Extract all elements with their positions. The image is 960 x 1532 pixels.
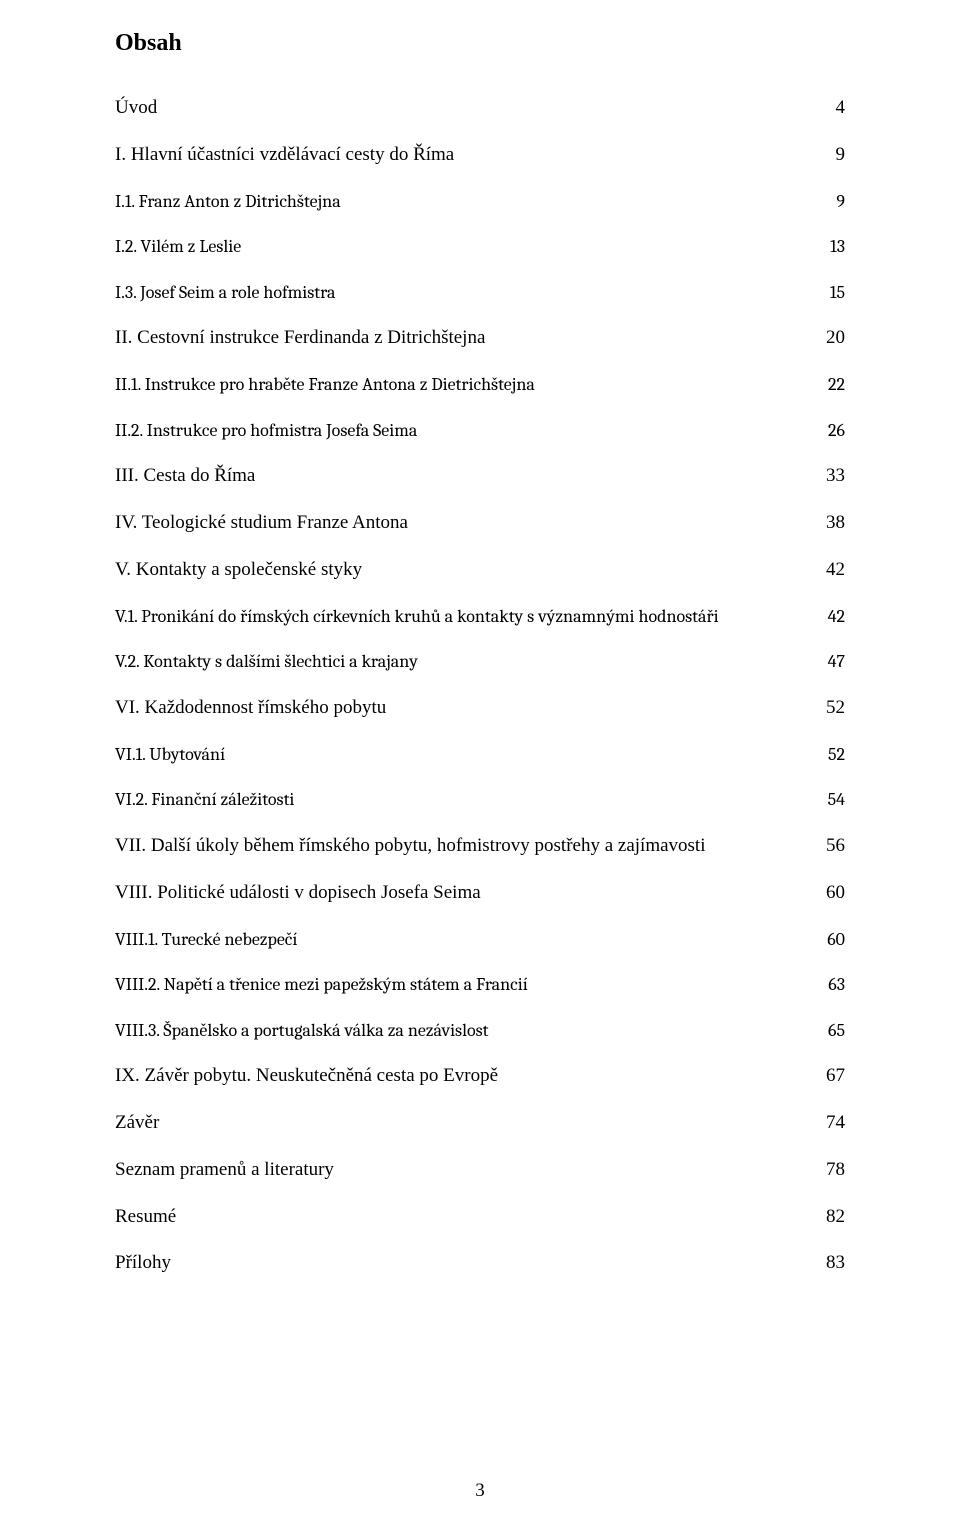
- toc-entry-page: 74: [826, 1112, 845, 1135]
- toc-entry-page: 33: [826, 465, 845, 488]
- page-number: 3: [0, 1480, 960, 1502]
- toc-entry: III. Cesta do Říma 33: [115, 465, 845, 488]
- toc-entry-page: 42: [826, 559, 845, 582]
- toc-entry-page: 9: [836, 144, 846, 167]
- toc-entry-page: 9: [836, 191, 845, 213]
- toc-entry: Seznam pramenů a literatury 78: [115, 1159, 845, 1182]
- toc-entry-page: 54: [828, 789, 845, 811]
- toc-entry-page: 78: [826, 1159, 845, 1182]
- toc-entry-page: 56: [826, 835, 845, 858]
- toc-entry-label: VIII. Politické události v dopisech Jose…: [115, 882, 481, 905]
- toc-entry-label: II.1. Instrukce pro hraběte Franze Anton…: [115, 374, 535, 396]
- toc-entry-page: 60: [826, 882, 845, 905]
- toc-entry-page: 13: [830, 236, 845, 258]
- toc-entry: VI. Každodennost římského pobytu 52: [115, 697, 845, 720]
- toc-entry-label: V. Kontakty a společenské styky: [115, 559, 362, 582]
- toc-entry-page: 42: [828, 606, 845, 628]
- toc-entry: I. Hlavní účastníci vzdělávací cesty do …: [115, 144, 845, 167]
- toc-entry-page: 65: [828, 1020, 845, 1042]
- toc-entry: V.1. Pronikání do římských církevních kr…: [115, 606, 845, 628]
- toc-entry: VII. Další úkoly během římského pobytu, …: [115, 835, 845, 858]
- toc-entry: Resumé 82: [115, 1206, 845, 1229]
- toc-entry: Úvod 4: [115, 97, 845, 120]
- toc-entry-page: 15: [830, 282, 845, 304]
- toc-entry: VI.1. Ubytování 52: [115, 744, 845, 766]
- toc-entry: II. Cestovní instrukce Ferdinanda z Ditr…: [115, 327, 845, 350]
- toc-entry-label: IX. Závěr pobytu. Neuskutečněná cesta po…: [115, 1065, 498, 1088]
- toc-entry-label: I. Hlavní účastníci vzdělávací cesty do …: [115, 144, 454, 167]
- toc-entry-label: VIII.2. Napětí a třenice mezi papežským …: [115, 974, 528, 996]
- toc-entry: V. Kontakty a společenské styky 42: [115, 559, 845, 582]
- toc-entry-label: VIII.3. Španělsko a portugalská válka za…: [115, 1020, 489, 1042]
- toc-entry: VIII.3. Španělsko a portugalská válka za…: [115, 1020, 845, 1042]
- toc-title: Obsah: [115, 30, 845, 57]
- toc-entry-label: VII. Další úkoly během římského pobytu, …: [115, 835, 705, 858]
- toc-entry-label: I.1. Franz Anton z Ditrichštejna: [115, 191, 341, 213]
- toc-entry: IV. Teologické studium Franze Antona 38: [115, 512, 845, 535]
- toc-entry-page: 47: [828, 651, 845, 673]
- toc-entry-label: IV. Teologické studium Franze Antona: [115, 512, 408, 535]
- toc-entry: II.2. Instrukce pro hofmistra Josefa Sei…: [115, 420, 845, 442]
- toc-entry-label: V.2. Kontakty s dalšími šlechtici a kraj…: [115, 651, 418, 673]
- toc-entry-label: Seznam pramenů a literatury: [115, 1159, 334, 1182]
- toc-entry-label: VI. Každodennost římského pobytu: [115, 697, 386, 720]
- toc-entry: VIII.2. Napětí a třenice mezi papežským …: [115, 974, 845, 996]
- toc-entry-page: 63: [828, 974, 845, 996]
- toc-entry: VIII. Politické události v dopisech Jose…: [115, 882, 845, 905]
- toc-entry-page: 83: [826, 1252, 845, 1275]
- toc-entry-page: 4: [836, 97, 846, 120]
- toc-entry: IX. Závěr pobytu. Neuskutečněná cesta po…: [115, 1065, 845, 1088]
- toc-entry-page: 26: [828, 420, 845, 442]
- toc-entry: I.1. Franz Anton z Ditrichštejna 9: [115, 191, 845, 213]
- toc-entry: VI.2. Finanční záležitosti 54: [115, 789, 845, 811]
- document-page: Obsah Úvod 4 I. Hlavní účastníci vzdělávac…: [0, 0, 960, 1532]
- toc-entry-label: I.2. Vilém z Leslie: [115, 236, 241, 258]
- toc-entry-label: VIII.1. Turecké nebezpečí: [115, 929, 297, 951]
- toc-entry: I.2. Vilém z Leslie 13: [115, 236, 845, 258]
- toc-entry-label: I.3. Josef Seim a role hofmistra: [115, 282, 335, 304]
- toc-entry-page: 52: [826, 697, 845, 720]
- toc-entry-label: Resumé: [115, 1206, 176, 1229]
- toc-entry: Přílohy 83: [115, 1252, 845, 1275]
- toc-entry-page: 20: [826, 327, 845, 350]
- toc-entry: I.3. Josef Seim a role hofmistra 15: [115, 282, 845, 304]
- toc-entry-page: 38: [826, 512, 845, 535]
- toc-entry-label: Přílohy: [115, 1252, 171, 1275]
- toc-entry: V.2. Kontakty s dalšími šlechtici a kraj…: [115, 651, 845, 673]
- toc-container: Úvod 4 I. Hlavní účastníci vzdělávací cest…: [115, 97, 845, 1275]
- toc-entry-label: III. Cesta do Říma: [115, 465, 255, 488]
- toc-entry-label: VI.1. Ubytování: [115, 744, 225, 766]
- toc-entry-page: 82: [826, 1206, 845, 1229]
- toc-entry: Závěr 74: [115, 1112, 845, 1135]
- toc-entry-label: Úvod: [115, 97, 157, 120]
- toc-entry-label: Závěr: [115, 1112, 159, 1135]
- toc-entry: VIII.1. Turecké nebezpečí 60: [115, 929, 845, 951]
- toc-entry-page: 67: [826, 1065, 845, 1088]
- toc-entry-label: II. Cestovní instrukce Ferdinanda z Ditr…: [115, 327, 485, 350]
- toc-entry-page: 60: [827, 929, 845, 951]
- toc-entry-page: 52: [828, 744, 845, 766]
- toc-entry: II.1. Instrukce pro hraběte Franze Anton…: [115, 374, 845, 396]
- toc-entry-label: V.1. Pronikání do římských církevních kr…: [115, 606, 719, 628]
- toc-entry-label: II.2. Instrukce pro hofmistra Josefa Sei…: [115, 420, 417, 442]
- toc-entry-page: 22: [828, 374, 845, 396]
- toc-entry-label: VI.2. Finanční záležitosti: [115, 789, 294, 811]
